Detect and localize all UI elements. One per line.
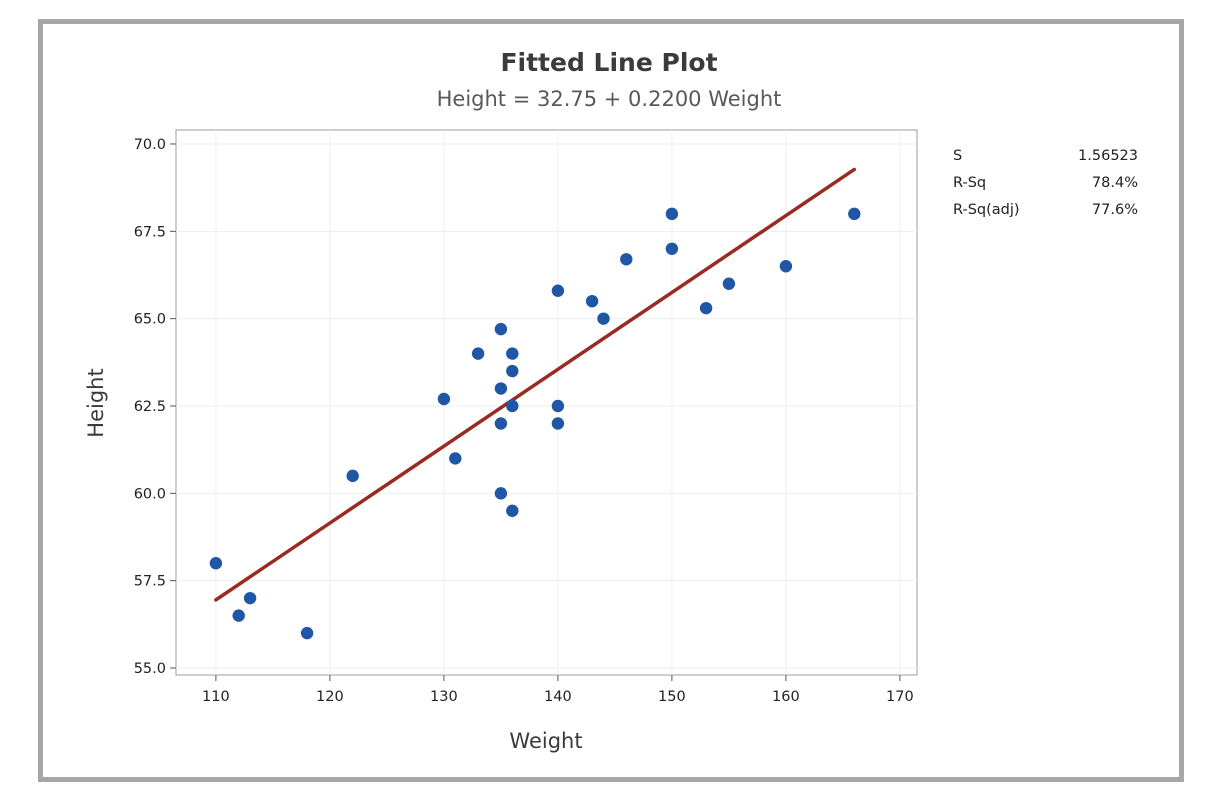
data-point: [665, 207, 679, 221]
data-point: [243, 591, 257, 605]
stat-label: R-Sq: [953, 175, 986, 191]
fit-line-layer: [214, 167, 857, 602]
data-point: [506, 399, 519, 413]
stat-label: R-Sq(adj): [953, 202, 1020, 218]
data-point: [779, 260, 793, 273]
data-point: [346, 469, 359, 483]
x-tick-label: 170: [886, 689, 914, 705]
x-tick-label: 140: [544, 689, 572, 705]
data-point: [620, 253, 633, 266]
data-point: [597, 312, 610, 325]
y-tick-label: 70.0: [134, 137, 166, 153]
y-tick-label: 62.5: [134, 399, 166, 415]
x-tick-label: 110: [202, 689, 230, 705]
data-point: [471, 347, 485, 360]
data-point: [551, 399, 565, 413]
data-point: [551, 284, 565, 297]
data-point: [209, 557, 223, 570]
y-axis-label: Height: [84, 368, 108, 437]
grid-lines: [176, 130, 917, 675]
data-point: [494, 417, 508, 430]
fit-line: [214, 167, 857, 602]
data-point: [494, 382, 508, 395]
data-point: [551, 417, 565, 430]
chart-title: Fitted Line Plot: [500, 48, 717, 77]
plot-area: [175, 129, 918, 676]
data-point: [722, 277, 736, 290]
data-point: [665, 242, 679, 255]
x-tick-label: 150: [658, 689, 686, 705]
data-point: [232, 609, 245, 622]
data-point: [506, 504, 519, 518]
chart-subtitle: Height = 32.75 + 0.2200 Weight: [437, 87, 782, 111]
y-tick-label: 57.5: [134, 574, 166, 590]
data-point: [848, 207, 861, 221]
axis-ticks: 110 120 130 140 150 160 170 55.0 57.5 60.0 62.5 65.…: [134, 137, 914, 705]
x-tick-label: 120: [316, 689, 344, 705]
stat-value: 78.4%: [1092, 175, 1138, 191]
x-tick-label: 160: [772, 689, 800, 705]
x-tick-label: 130: [430, 689, 458, 705]
stat-label: S: [953, 148, 962, 164]
y-tick-label: 55.0: [134, 661, 166, 677]
data-point: [300, 626, 314, 640]
stat-value: 77.6%: [1092, 202, 1138, 218]
data-point: [494, 487, 508, 500]
data-point: [506, 347, 519, 360]
data-point: [506, 364, 519, 378]
y-tick-label: 60.0: [134, 486, 166, 502]
data-point: [494, 322, 508, 336]
y-tick-label: 67.5: [134, 224, 166, 240]
data-point: [699, 301, 713, 315]
data-point: [437, 392, 451, 406]
data-point: [449, 452, 462, 465]
data-point: [585, 294, 599, 308]
stats-table: S 1.56523 R-Sq 78.4% R-Sq(adj) 77.6%: [953, 148, 1138, 218]
x-axis-label: Weight: [509, 729, 582, 753]
y-tick-label: 65.0: [134, 312, 166, 328]
stat-value: 1.56523: [1078, 148, 1138, 164]
data-points: [209, 207, 861, 640]
